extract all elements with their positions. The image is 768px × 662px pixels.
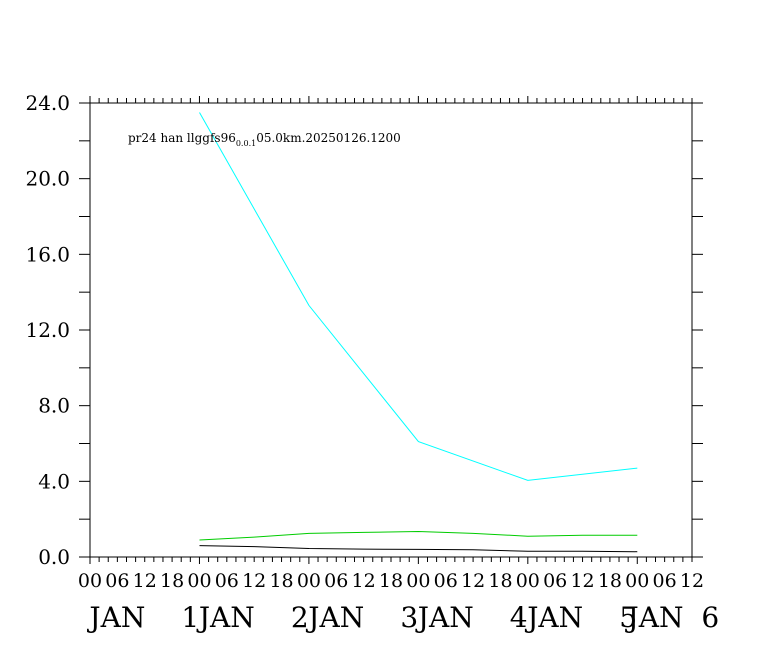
x-hour-label: 18 bbox=[160, 570, 184, 592]
series-line-green bbox=[199, 530, 638, 541]
y-tick-label: 24.0 bbox=[25, 91, 70, 115]
y-axis-labels: 0.0 4.0 8.0 12.0 16.0 20.0 24.0 bbox=[25, 91, 70, 569]
x-day-label: 5 bbox=[619, 601, 637, 634]
chart-title: pr24 han llggfs960.0.105.0km.20250126.12… bbox=[128, 131, 401, 148]
series-line-black bbox=[199, 545, 638, 553]
title-main: pr24 han llggfs96 bbox=[128, 131, 236, 145]
y-tick-label: 0.0 bbox=[38, 545, 70, 569]
series-lines bbox=[199, 112, 638, 553]
y-tick-label: 4.0 bbox=[38, 469, 70, 493]
x-hour-label: 00 bbox=[78, 570, 102, 592]
x-hour-label: 12 bbox=[352, 570, 376, 592]
y-tick-label: 8.0 bbox=[38, 394, 70, 418]
x-day-label: 4 bbox=[510, 601, 528, 634]
x-hour-label: 00 bbox=[516, 570, 540, 592]
x-hour-label: 18 bbox=[488, 570, 512, 592]
x-hour-label: 00 bbox=[625, 570, 649, 592]
x-hour-label: 06 bbox=[653, 570, 677, 592]
x-day-label: 2 bbox=[291, 601, 309, 634]
x-hour-label: 12 bbox=[242, 570, 266, 592]
x-hour-label: 18 bbox=[598, 570, 622, 592]
x-day-label: 1 bbox=[181, 601, 199, 634]
x-day-label: JAN bbox=[625, 601, 684, 634]
x-day-label: JAN bbox=[524, 601, 583, 634]
series-line-cyan bbox=[199, 112, 638, 481]
plot-frame bbox=[89, 102, 693, 558]
x-hour-label: 06 bbox=[434, 570, 458, 592]
x-axis-labels: 00 06 12 18 00 06 12 18 00 06 12 18 00 06 12 18 00 06 12 18… bbox=[78, 570, 719, 634]
x-hour-label: 06 bbox=[105, 570, 129, 592]
x-day-label: 6 bbox=[701, 601, 719, 634]
x-day-label: JAN bbox=[196, 601, 255, 634]
x-hour-label: 00 bbox=[187, 570, 211, 592]
title-subscript: 0.0.1 bbox=[236, 139, 256, 148]
x-hour-label: 12 bbox=[570, 570, 594, 592]
x-hour-label: 18 bbox=[379, 570, 403, 592]
y-tick-label: 16.0 bbox=[25, 242, 70, 266]
y-tick-label: 20.0 bbox=[25, 167, 70, 191]
x-day-label: JAN bbox=[305, 601, 364, 634]
x-hour-label: 06 bbox=[543, 570, 567, 592]
x-hour-label: 12 bbox=[680, 570, 704, 592]
x-hour-label: 18 bbox=[269, 570, 293, 592]
x-day-label: 3 bbox=[400, 601, 418, 634]
x-hour-label: 12 bbox=[133, 570, 157, 592]
x-day-label: JAN bbox=[86, 601, 145, 634]
x-hour-label: 00 bbox=[406, 570, 430, 592]
x-hour-label: 00 bbox=[297, 570, 321, 592]
x-hour-label: 12 bbox=[461, 570, 485, 592]
y-tick-label: 12.0 bbox=[25, 318, 70, 342]
title-rest: 05.0km.20250126.1200 bbox=[256, 131, 401, 145]
x-hour-label: 06 bbox=[324, 570, 348, 592]
x-hour-label: 06 bbox=[215, 570, 239, 592]
x-day-label: JAN bbox=[415, 601, 474, 634]
axis-ticks bbox=[79, 96, 703, 564]
